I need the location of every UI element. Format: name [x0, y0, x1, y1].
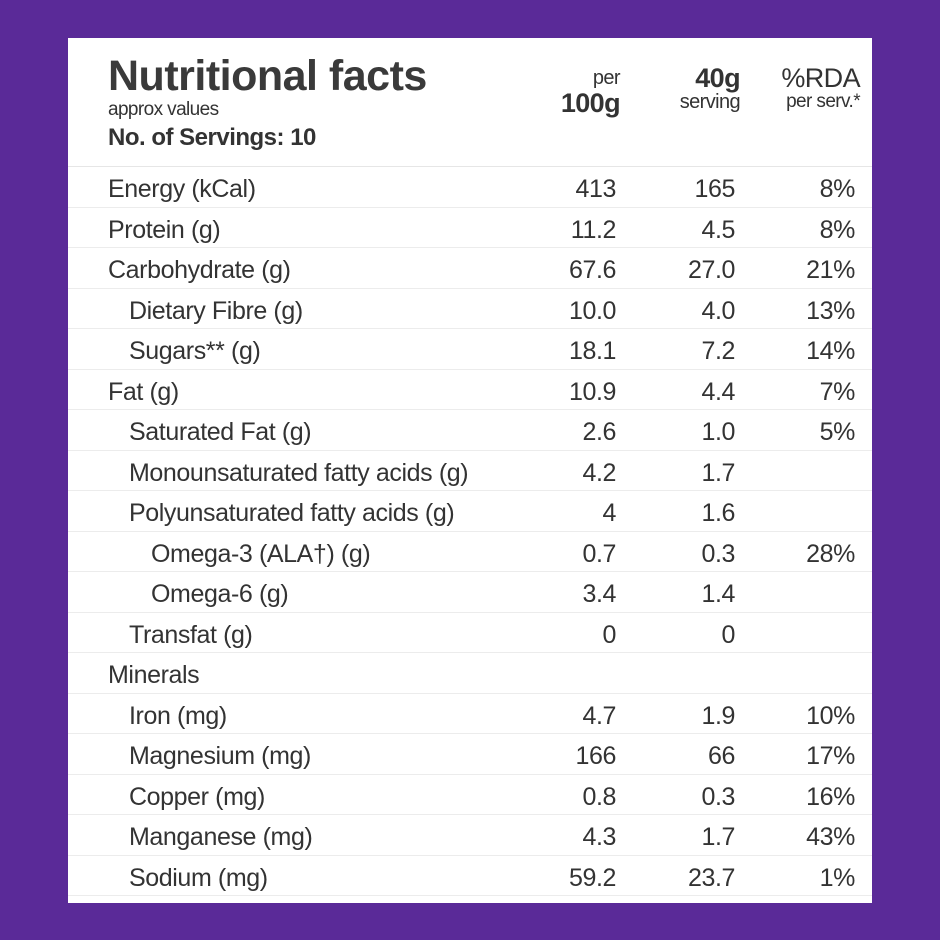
nutrient-label: Dietary Fibre (g) — [129, 296, 303, 325]
value-per-serving: 1.6 — [701, 499, 735, 527]
nutrition-facts-card: Nutritional facts approx values No. of S… — [68, 38, 872, 903]
value-rda: 7% — [819, 377, 856, 406]
value-rda: 43% — [806, 823, 855, 851]
value-per-100g: 2.6 — [582, 418, 616, 446]
table-row: Magnesium (mg) 166 66 17% — [68, 734, 872, 775]
value-rda: 10% — [806, 701, 855, 730]
table-row: Omega-3 (ALA†) (g) 0.7 0.3 28% — [68, 532, 872, 572]
table-row: Copper (mg) 0.8 0.3 16% — [68, 775, 872, 815]
nutrient-label: Monounsaturated fatty acids (g) — [129, 458, 469, 487]
header-line: 40g — [695, 63, 740, 93]
nutrient-label: Polyunsaturated fatty acids (g) — [129, 499, 455, 527]
value-per-serving: 0 — [721, 620, 735, 649]
value-per-serving: 1.7 — [701, 823, 735, 851]
table-row: Omega-6 (g) 3.4 1.4 — [68, 572, 872, 613]
nutrient-label: Magnesium (mg) — [129, 742, 311, 770]
value-per-100g: 413 — [575, 175, 616, 203]
value-rda: 16% — [806, 782, 855, 811]
value-per-100g: 0.7 — [582, 539, 616, 568]
table-row: Transfat (g) 0 0 — [68, 613, 872, 653]
value-per-100g: 4.3 — [582, 823, 616, 851]
value-per-serving: 4.0 — [701, 296, 735, 325]
table-row: Sugars** (g) 18.1 7.2 14% — [68, 329, 872, 370]
nutrient-label: Iron (mg) — [129, 701, 227, 730]
column-header-serving: 40g serving — [679, 63, 741, 114]
value-per-serving: 27.0 — [687, 256, 735, 284]
value-rda: 28% — [806, 539, 855, 568]
value-per-serving: 4.5 — [701, 215, 735, 244]
column-header-rda: %RDA per serv.* — [781, 64, 860, 112]
value-per-serving: 7.2 — [701, 337, 735, 365]
table-row: Energy (kCal) 413 165 8% — [68, 167, 872, 208]
value-rda: 13% — [806, 296, 855, 325]
servings-count: No. of Servings: 10 — [108, 124, 316, 151]
table-row: Minerals — [68, 653, 872, 694]
value-rda: 5% — [819, 418, 856, 446]
nutrient-label: Saturated Fat (g) — [129, 418, 312, 446]
value-per-serving: 0.3 — [701, 782, 735, 811]
value-per-serving: 4.4 — [701, 377, 735, 406]
nutrient-label: Manganese (mg) — [129, 823, 313, 851]
table-row: Monounsaturated fatty acids (g) 4.2 1.7 — [68, 451, 872, 491]
table-row: Manganese (mg) 4.3 1.7 43% — [68, 815, 872, 856]
table-row: Carbohydrate (g) 67.6 27.0 21% — [68, 248, 872, 289]
header-line: %RDA — [781, 63, 860, 93]
nutrient-label: Omega-6 (g) — [151, 580, 289, 608]
nutrient-label: Transfat (g) — [129, 620, 253, 649]
value-per-100g: 0.8 — [582, 782, 616, 811]
value-per-100g: 4.7 — [582, 701, 616, 730]
table-row: Fat (g) 10.9 4.4 7% — [68, 370, 872, 410]
value-rda: 8% — [819, 215, 856, 244]
value-per-100g: 4.2 — [582, 458, 616, 487]
table-row: Iron (mg) 4.7 1.9 10% — [68, 694, 872, 734]
table-row: Dietary Fibre (g) 10.0 4.0 13% — [68, 289, 872, 329]
table-row: Protein (g) 11.2 4.5 8% — [68, 208, 872, 248]
nutrient-label: Carbohydrate (g) — [108, 256, 291, 284]
column-header-per-100g: per 100g — [560, 67, 621, 118]
value-rda: 1% — [819, 863, 856, 892]
value-per-100g: 11.2 — [570, 215, 617, 244]
value-per-serving: 23.7 — [687, 863, 735, 892]
value-per-serving: 0.3 — [701, 539, 735, 568]
value-rda: 17% — [806, 742, 855, 770]
value-per-100g: 4 — [602, 499, 616, 527]
table-row: Polyunsaturated fatty acids (g) 4 1.6 — [68, 491, 872, 532]
value-per-100g: 10.9 — [568, 377, 616, 406]
value-per-serving: 1.9 — [701, 701, 735, 730]
value-per-100g: 59.2 — [568, 863, 616, 892]
nutrient-label: Fat (g) — [108, 377, 179, 406]
header-line: 100g — [560, 88, 621, 118]
value-per-100g: 18.1 — [568, 337, 616, 365]
nutrient-label: Copper (mg) — [129, 782, 265, 811]
value-per-100g: 3.4 — [582, 580, 616, 608]
nutrient-label: Sugars** (g) — [129, 337, 261, 365]
value-rda: 8% — [819, 175, 856, 203]
nutrient-label: Sodium (mg) — [129, 863, 268, 892]
nutrient-label: Protein (g) — [108, 215, 221, 244]
value-per-100g: 10.0 — [568, 296, 616, 325]
value-per-serving: 1.4 — [701, 580, 735, 608]
nutrient-label: Omega-3 (ALA†) (g) — [151, 539, 371, 568]
header-line: per — [592, 67, 621, 89]
value-per-serving: 1.0 — [701, 418, 735, 446]
table-row: Sodium (mg) 59.2 23.7 1% — [68, 856, 872, 896]
header-line: per serv.* — [786, 91, 861, 113]
header-line: serving — [679, 91, 741, 114]
value-per-100g: 166 — [575, 742, 616, 770]
nutrition-table: Energy (kCal) 413 165 8% Protein (g) 11.2 4.5 8… — [68, 166, 872, 896]
value-per-100g: 67.6 — [568, 256, 616, 284]
value-per-100g: 0 — [602, 620, 616, 649]
value-rda: 14% — [806, 337, 855, 365]
value-per-serving: 165 — [694, 175, 735, 203]
subtitle: approx values — [108, 99, 219, 120]
value-rda: 21% — [806, 256, 855, 284]
table-row: Saturated Fat (g) 2.6 1.0 5% — [68, 410, 872, 451]
page-title: Nutritional facts — [108, 52, 427, 100]
nutrient-label: Energy (kCal) — [108, 175, 256, 203]
value-per-serving: 1.7 — [701, 458, 735, 487]
nutrient-label: Minerals — [108, 661, 200, 689]
value-per-serving: 66 — [707, 742, 735, 770]
